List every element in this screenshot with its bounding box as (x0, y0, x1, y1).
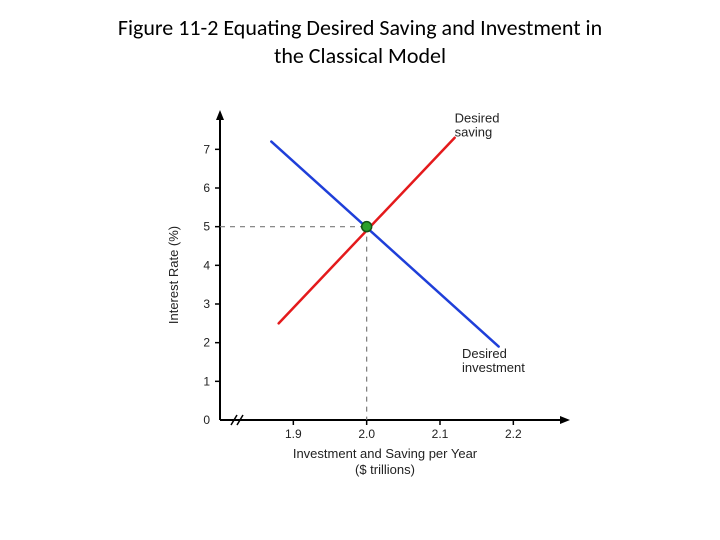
series-label-line2: saving (455, 124, 493, 139)
x-axis-label-1: Investment and Saving per Year (293, 446, 478, 461)
x-tick-label: 2.1 (432, 427, 449, 441)
title-line-1: Figure 11-2 Equating Desired Saving and … (118, 14, 602, 41)
y-tick-label: 3 (203, 297, 210, 311)
y-tick-label: 6 (203, 181, 210, 195)
y-tick-label: 1 (203, 374, 210, 388)
y-axis-label: Interest Rate (%) (166, 226, 181, 324)
y-tick-label: 2 (203, 336, 210, 350)
y-tick-label: 4 (203, 258, 210, 272)
y-tick-label: 7 (203, 142, 210, 156)
y-tick-label: 5 (203, 220, 210, 234)
title-line-2: the Classical Model (274, 42, 446, 69)
page-title: Figure 11-2 Equating Desired Saving and … (0, 14, 720, 69)
saving-investment-chart: 0 1 2 3 4 5 6 7 1.9 2.0 2.1 2.2 Interest Rate (%) Inv… (150, 100, 570, 500)
series-label-line2: investment (462, 360, 525, 375)
x-tick-label: 1.9 (285, 427, 302, 441)
y-tick-label: 0 (203, 413, 210, 427)
series-label-line1: Desired (462, 346, 507, 361)
series-label-line1: Desired (455, 110, 500, 125)
x-tick-label: 2.0 (358, 427, 375, 441)
equilibrium-point (362, 222, 372, 232)
chart-svg: 0 1 2 3 4 5 6 7 1.9 2.0 2.1 2.2 Interest Rate (%) Inv… (150, 100, 570, 500)
x-tick-label: 2.2 (505, 427, 522, 441)
x-axis-label-2: ($ trillions) (355, 462, 415, 477)
